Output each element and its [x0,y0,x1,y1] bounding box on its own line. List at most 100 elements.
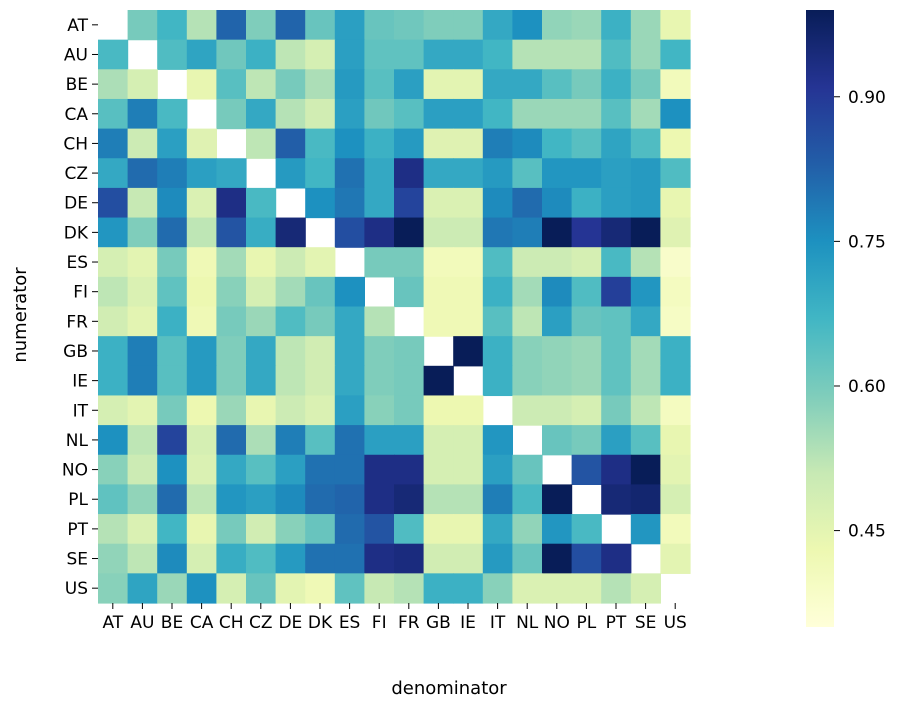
heatmap-cell [216,454,247,485]
heatmap-cell [275,128,306,159]
heatmap-cell [305,306,336,337]
heatmap-cell [334,10,365,41]
heatmap-cell [394,187,425,219]
heatmap-cell [601,128,632,159]
heatmap-cell [216,187,247,219]
heatmap-cell [364,306,395,337]
heatmap-cell [334,425,365,456]
heatmap-cell [186,306,217,337]
heatmap-cell [364,158,395,189]
heatmap-cell [453,69,484,100]
heatmap-cell [453,187,484,219]
heatmap-cell [571,514,602,545]
heatmap-cell [216,217,247,248]
y-tick-label: CH [63,134,88,154]
heatmap-cell [216,39,247,70]
heatmap-cell [630,158,661,189]
heatmap-cell [630,39,661,70]
heatmap-cell [571,128,602,159]
heatmap-cell [246,128,277,159]
heatmap-cell [157,484,188,515]
heatmap-cell [364,514,395,545]
heatmap-cell [305,454,336,485]
heatmap-cell [542,573,573,604]
heatmap-cell [186,128,217,159]
heatmap-cell [601,484,632,515]
x-tick-label: ES [339,613,361,633]
heatmap-cell [394,336,425,367]
heatmap-cell [334,454,365,485]
heatmap-cell [305,484,336,515]
heatmap-cell [334,128,365,159]
heatmap-cell [157,128,188,159]
heatmap-cell [364,454,395,485]
heatmap-cell [334,39,365,70]
heatmap-cell [186,395,217,426]
heatmap-cell [186,365,217,397]
heatmap-cell [394,573,425,604]
heatmap-cell [571,573,602,604]
heatmap-cell [98,306,129,337]
heatmap-cell [157,514,188,545]
heatmap-cell [630,128,661,159]
heatmap-cell [601,187,632,219]
heatmap-cell [660,514,691,545]
heatmap-cell [127,98,158,130]
heatmap-cell [334,365,365,397]
heatmap-cell [660,454,691,485]
heatmap-cell [157,425,188,456]
x-tick-label: PL [577,613,597,633]
heatmap-cell [186,543,217,574]
heatmap-cells [98,10,691,604]
y-tick-label: AT [67,16,88,36]
heatmap-cell [364,365,395,397]
heatmap-cell [423,365,454,397]
heatmap-cell [216,543,247,574]
heatmap-cell [275,365,306,397]
heatmap-cell [275,514,306,545]
heatmap-cell [98,98,129,130]
heatmap-cell [157,10,188,41]
heatmap-cell [601,276,632,308]
heatmap-cell [394,158,425,189]
heatmap-cell [305,247,336,278]
x-tick-label: BE [161,613,183,633]
y-tick-label: US [65,579,88,599]
heatmap-cell [216,573,247,604]
heatmap-cell [482,573,513,604]
heatmap-cell [542,158,573,189]
heatmap-cell [98,425,129,456]
heatmap-cell [305,69,336,100]
heatmap-cell [305,425,336,456]
heatmap-cell [512,365,543,397]
heatmap-cell [186,573,217,604]
heatmap-cell [216,247,247,278]
heatmap-cell [423,69,454,100]
heatmap-cell [453,98,484,130]
heatmap-cell [542,365,573,397]
heatmap-cell [512,98,543,130]
heatmap-cell [482,128,513,159]
heatmap-cell [275,484,306,515]
heatmap-cell [186,158,217,189]
heatmap-cell [571,276,602,308]
y-tick-label: DK [64,223,89,243]
heatmap-cell [364,10,395,41]
heatmap-cell [334,187,365,219]
heatmap-cell [453,514,484,545]
heatmap-cell [630,395,661,426]
heatmap-cell [305,514,336,545]
heatmap-cell [334,217,365,248]
heatmap-cell [157,276,188,308]
heatmap-cell [98,573,129,604]
heatmap-cell [127,128,158,159]
heatmap-cell [186,425,217,456]
heatmap-cell [512,69,543,100]
heatmap-cell [453,395,484,426]
heatmap-cell [98,217,129,248]
heatmap-cell [423,573,454,604]
heatmap-cell [394,543,425,574]
heatmap-cell [453,573,484,604]
heatmap-cell [482,425,513,456]
heatmap-cell [394,39,425,70]
